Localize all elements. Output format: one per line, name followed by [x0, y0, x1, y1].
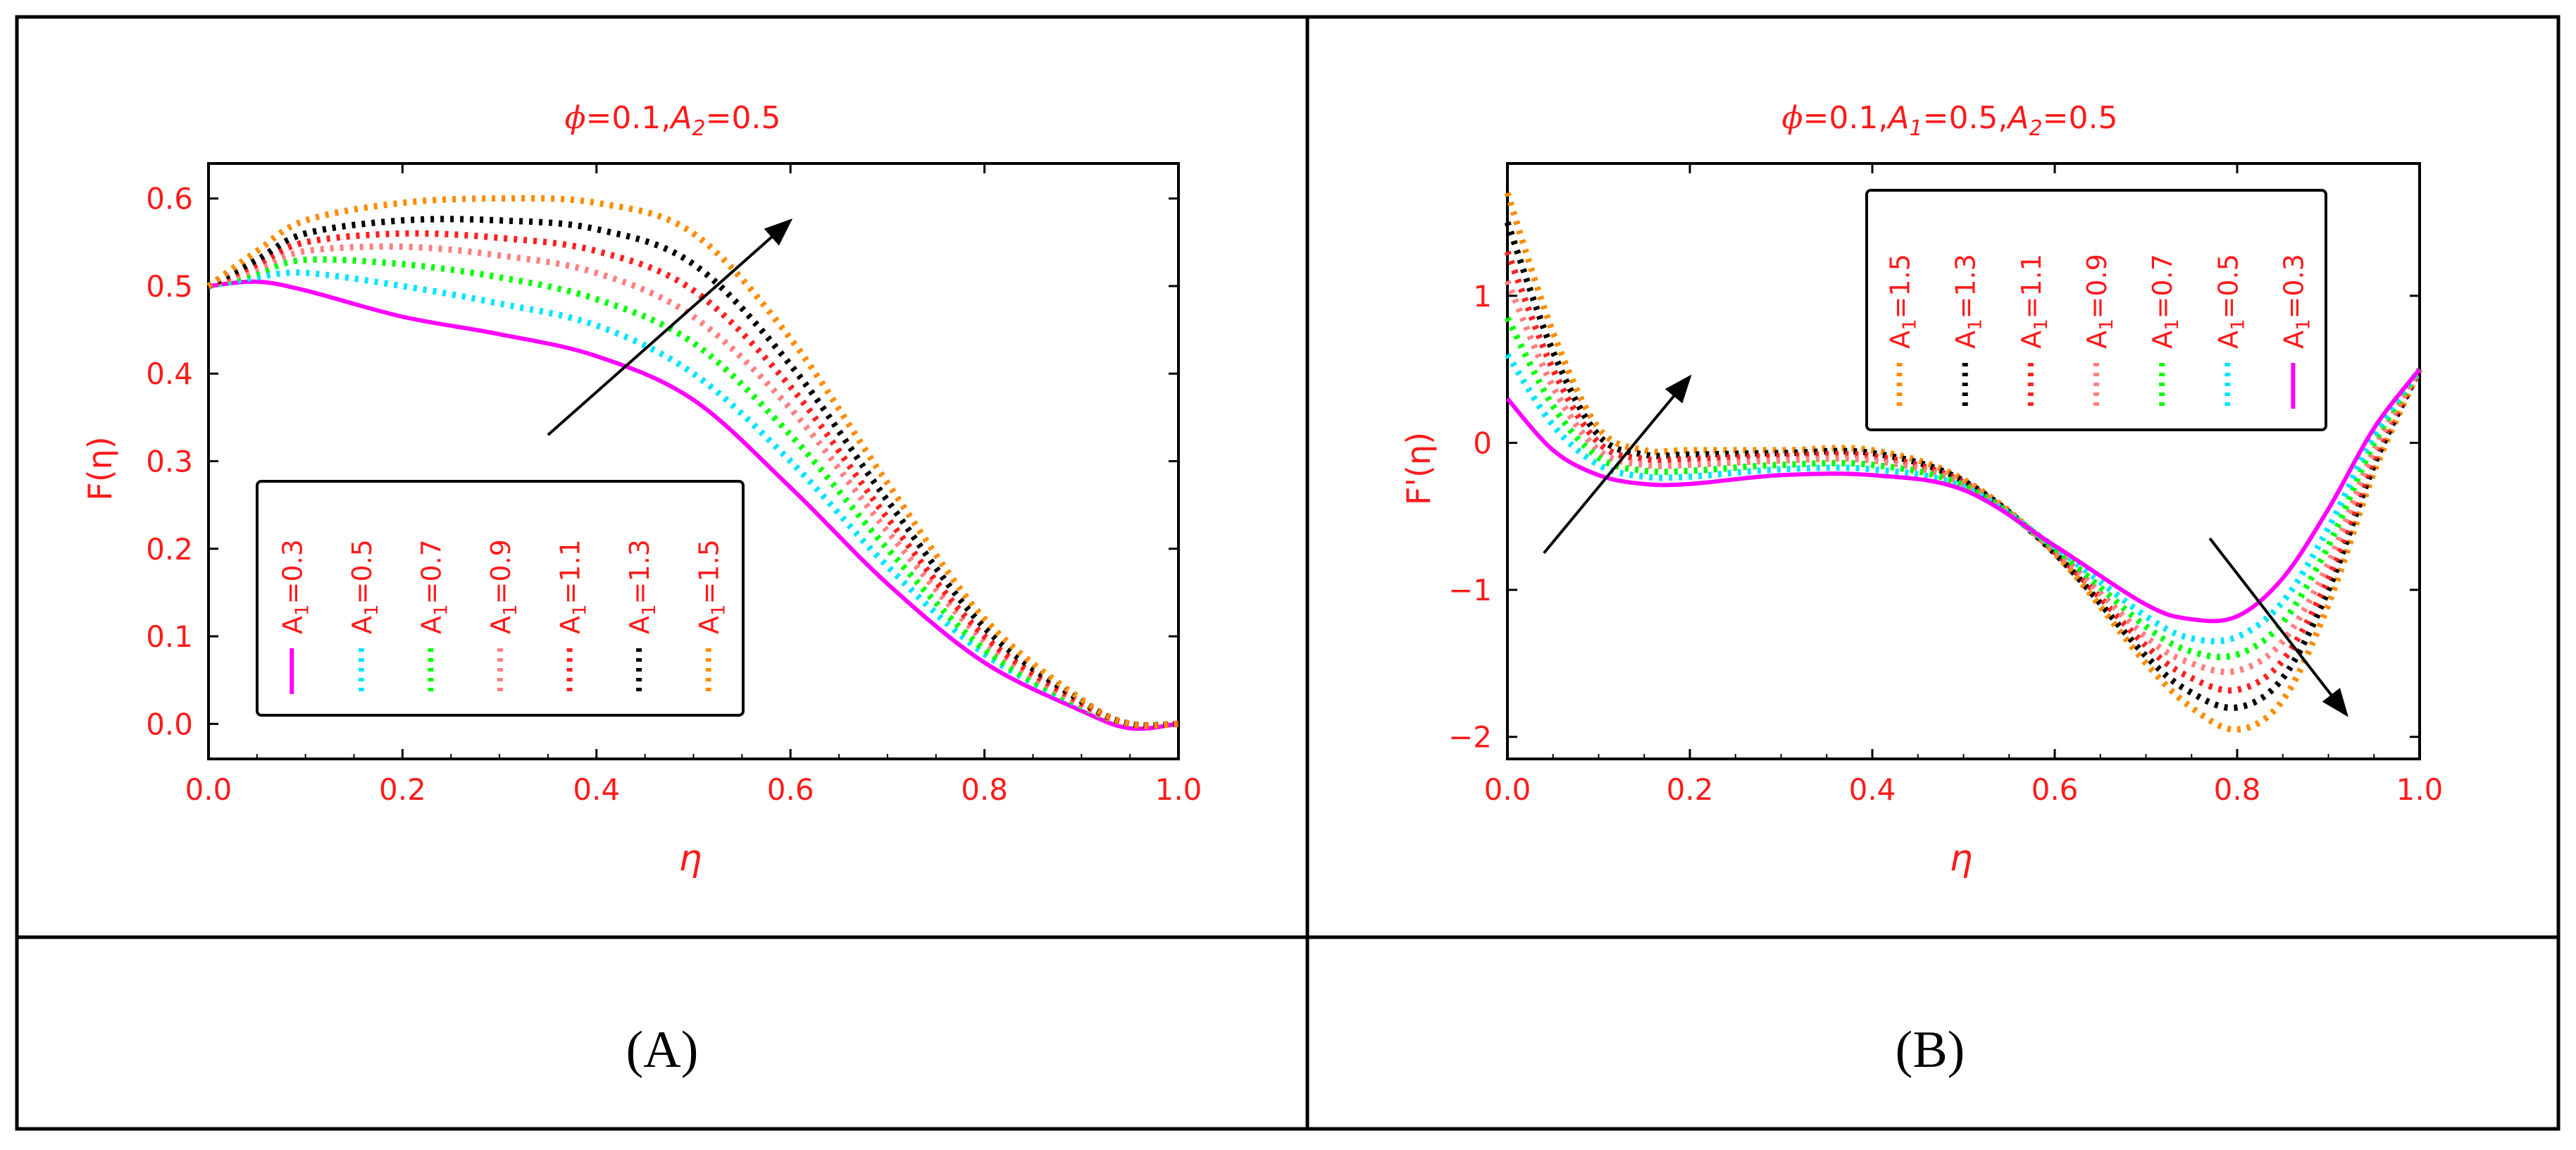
chart-a-legend [256, 480, 745, 717]
chart-a-series-line [208, 269, 1179, 729]
chart-a-title: ϕ=0.1,A2=0.5 [565, 100, 781, 141]
chart-a-legend-label: A1=1.3 [624, 539, 660, 634]
chart-a-xtick-label: 0.4 [573, 772, 620, 807]
table-border [15, 15, 2561, 1131]
chart-b-legend-label: A1=1.5 [1885, 254, 1921, 349]
chart-a-series-line [208, 279, 1179, 731]
chart-a-legend-label: A1=1.1 [555, 539, 591, 634]
caption-b: (B) [1895, 1021, 1965, 1079]
chart-b-xtick-label: 0.4 [1849, 772, 1896, 807]
chart-b-xlabel: η [1950, 837, 1973, 879]
chart-b-ylabel: F'(η) [1400, 432, 1438, 505]
chart-a-legend-label: A1=1.5 [694, 539, 730, 634]
chart-a-xlabel: η [679, 837, 702, 879]
caption-a: (A) [626, 1021, 699, 1079]
chart-b-legend [1865, 189, 2327, 431]
chart-a-ytick-label: 0.6 [146, 182, 193, 216]
chart-a-ytick-label: 0.1 [146, 619, 193, 654]
chart-b-ytick-label: −2 [1448, 720, 1492, 755]
chart-b-series-line [1504, 192, 2423, 733]
chart-b-legend-label: A1=0.5 [2213, 254, 2248, 349]
chart-b-legend-label: A1=0.9 [2082, 254, 2117, 349]
chart-b-series-line [1505, 352, 2422, 645]
chart-a-ytick-label: 0.3 [146, 445, 193, 479]
chart-a-legend-label: A1=0.5 [347, 539, 382, 634]
chart-b: ϕ=0.1,A1=0.5,A2=0.5 0.0 0.2 0.4 0.6 0.8 1.0 −2… [1400, 100, 2443, 879]
chart-a-series-line [207, 230, 1179, 729]
chart-b-trend-arrow [1543, 374, 1692, 555]
chart-a-xtick-label: 0.0 [185, 772, 232, 807]
chart-a-xtick-label: 0.2 [379, 772, 426, 807]
chart-b-ytick-label: −1 [1448, 573, 1492, 607]
chart-a-legend-label: A1=0.9 [485, 539, 521, 634]
chart-b-ytick-label: 0 [1473, 426, 1492, 460]
chart-a-ytick-label: 0.5 [146, 269, 193, 304]
chart-a-ylabel: F(η) [81, 436, 119, 501]
chart-b-series-line [1505, 368, 2422, 624]
chart-a-trend-arrow [547, 218, 793, 436]
chart-b-legend-label: A1=1.3 [1950, 254, 1986, 349]
chart-b-legend-label: A1=0.3 [2278, 254, 2314, 349]
chart-a-legend-label: A1=0.7 [416, 539, 452, 634]
chart-b-xtick-label: 0.0 [1484, 772, 1531, 807]
chart-a-xtick-label: 1.0 [1155, 772, 1202, 807]
chart-a-series-line [206, 216, 1179, 729]
chart-b-title: ϕ=0.1,A1=0.5,A2=0.5 [1782, 100, 2118, 141]
chart-b-xtick-label: 0.6 [2031, 772, 2079, 807]
chart-b-xtick-label: 0.2 [1667, 772, 1714, 807]
chart-a-ytick-label: 0.2 [146, 532, 193, 567]
chart-b-plot-area: 0.0 0.2 0.4 0.6 0.8 1.0 −2 −1 0 1 A1=1.5 A1=1.3 A1=1… [1448, 162, 2444, 807]
chart-a: ϕ=0.1,A2=0.5 0.0 0.2 0.4 0.6 0.8 1.0 0.0 0.1 0.2… [81, 100, 1202, 879]
chart-a-ytick-label: 0.0 [146, 707, 193, 741]
chart-a-plot-area: 0.0 0.2 0.4 0.6 0.8 1.0 0.0 0.1 0.2 0.3 0.4 0.5 0.6 A… [146, 162, 1202, 807]
chart-b-xtick-label: 0.8 [2214, 772, 2261, 807]
chart-a-legend-label: A1=0.3 [277, 539, 313, 634]
chart-a-xtick-label: 0.6 [767, 772, 814, 807]
chart-a-ytick-label: 0.4 [146, 357, 193, 391]
table-grid [15, 15, 2561, 1131]
chart-b-legend-label: A1=1.1 [2016, 254, 2052, 349]
chart-b-trend-arrow [2208, 537, 2348, 717]
chart-a-xtick-label: 0.8 [961, 772, 1008, 807]
chart-b-ytick-label: 1 [1473, 279, 1492, 314]
chart-b-xtick-label: 1.0 [2396, 772, 2444, 807]
chart-b-series-line [1504, 250, 2422, 694]
chart-b-legend-label: A1=0.7 [2147, 254, 2183, 349]
